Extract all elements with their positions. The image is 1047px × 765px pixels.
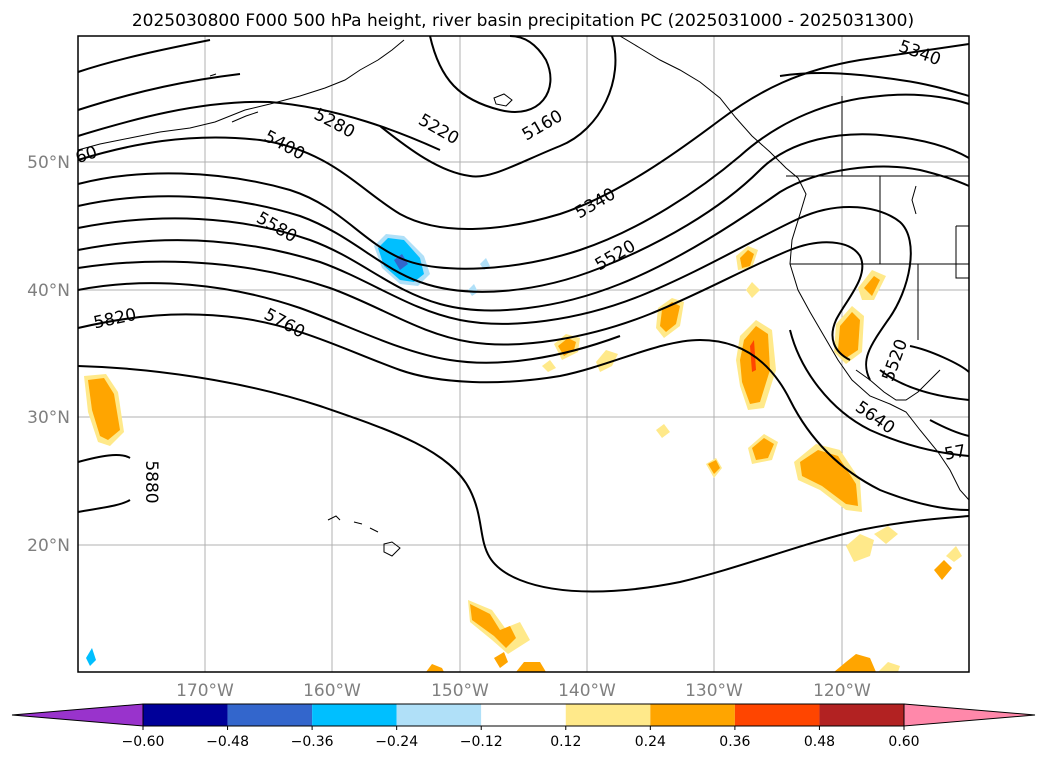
contour-line	[77, 165, 970, 312]
colorbar-segment	[227, 704, 313, 726]
colorbar-tick-label: 0.48	[804, 734, 835, 750]
contour-line	[77, 73, 241, 111]
lon-label: 140°W	[558, 681, 616, 701]
colorbar-tick-label: −0.24	[375, 734, 418, 750]
lon-label: 160°W	[303, 681, 361, 701]
contour-line	[77, 241, 864, 361]
colorbar-segment	[396, 704, 482, 726]
precip-blob	[874, 526, 898, 544]
height-contours	[77, 35, 970, 593]
contour-line	[77, 365, 970, 593]
precip-blob	[846, 534, 874, 562]
colorbar-segment	[481, 704, 566, 726]
colorbar-extension-max	[903, 703, 1036, 727]
precip-blob	[946, 546, 962, 562]
contour-line	[77, 43, 970, 231]
precip-blob	[834, 654, 876, 672]
precip-blob	[394, 254, 408, 270]
lat-label: 20°N	[27, 536, 70, 556]
map-panel: 5160 5220 5280 5340 5340 5400 5520 5580 …	[73, 35, 970, 673]
contour-line	[77, 206, 912, 381]
lon-label: 120°W	[813, 681, 871, 701]
colorbar-outline	[142, 703, 905, 727]
colorbar-tick-label: −0.12	[460, 734, 503, 750]
colorbar-tick-label: 0.36	[719, 734, 750, 750]
colorbar-segment	[819, 704, 904, 726]
lon-label: 150°W	[431, 681, 489, 701]
contour-label: 57	[943, 441, 968, 464]
lat-label: 30°N	[27, 408, 70, 428]
contour-line	[77, 282, 621, 364]
colorbar-segment	[650, 704, 735, 726]
colorbar-extension-min	[11, 703, 144, 727]
precip-blob	[800, 450, 858, 506]
colorbar-segment	[143, 704, 228, 726]
longitude-labels: 170°W 160°W 150°W 140°W 130°W 120°W	[176, 681, 871, 701]
precip-blob	[88, 378, 120, 440]
precip-blob	[752, 438, 774, 460]
colorbar-segment	[312, 704, 397, 726]
lat-label: 40°N	[27, 281, 70, 301]
precip-blob	[470, 604, 516, 648]
precip-blob	[740, 250, 754, 268]
contour-line	[789, 329, 970, 457]
precip-blob	[838, 312, 860, 358]
colorbar-tick-label: −0.36	[291, 734, 334, 750]
colorbar-segment	[734, 704, 820, 726]
contour-line	[429, 35, 552, 113]
precip-blob	[468, 284, 478, 296]
colorbar: −0.60 −0.48 −0.36 −0.24 −0.12 0.12 0.24 0.36 0.4…	[11, 703, 1036, 750]
precip-blob	[542, 360, 556, 372]
precip-negative-areas	[86, 234, 490, 666]
contour-line	[879, 369, 970, 401]
precip-blob	[746, 282, 760, 298]
lon-label: 130°W	[685, 681, 743, 701]
contour-line	[929, 419, 970, 437]
lon-label: 170°W	[176, 681, 234, 701]
contour-line	[77, 313, 970, 511]
contour-line	[77, 100, 441, 151]
precip-blob	[426, 664, 444, 672]
precip-blob	[878, 662, 900, 672]
precip-blob	[494, 652, 508, 668]
precip-blob	[660, 302, 680, 332]
precip-blob	[516, 662, 546, 672]
contour-label: 5880	[141, 460, 161, 503]
latitude-labels: 50°N 40°N 30°N 20°N	[27, 153, 70, 556]
colorbar-tick-label: 0.12	[550, 734, 581, 750]
contour-line	[779, 72, 970, 97]
precip-blob	[656, 424, 670, 438]
colorbar-segment	[565, 704, 651, 726]
lat-label: 50°N	[27, 153, 70, 173]
precip-blob	[86, 648, 96, 666]
colorbar-tick-label: 0.24	[635, 734, 666, 750]
precip-blob	[864, 276, 880, 296]
precip-positive-areas	[84, 246, 962, 672]
contour-line	[77, 454, 131, 513]
contour-line	[77, 133, 970, 293]
precip-blob	[934, 560, 952, 580]
contour-line	[909, 345, 970, 373]
colorbar-tick-label: −0.60	[122, 734, 165, 750]
contour-line	[77, 39, 211, 73]
contour-line	[77, 93, 970, 270]
map-border	[77, 35, 970, 673]
coastlines	[77, 35, 970, 557]
colorbar-tick-label: −0.48	[206, 734, 249, 750]
precip-blob	[708, 460, 720, 474]
precip-blob	[596, 350, 618, 372]
contour-line	[379, 35, 617, 178]
figure-title: 2025030800 F000 500 hPa height, river ba…	[132, 11, 914, 31]
colorbar-tick-label: 0.60	[888, 734, 919, 750]
